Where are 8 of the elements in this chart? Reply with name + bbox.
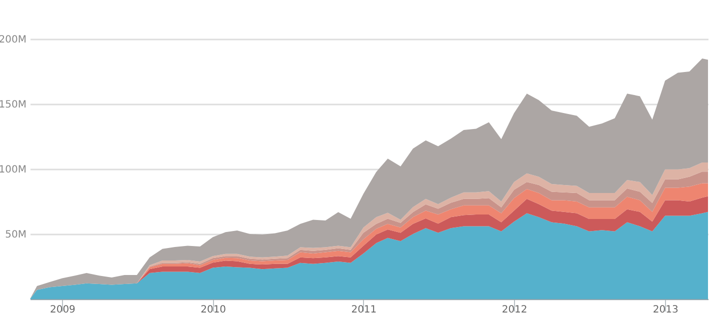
x-tick-label: 2013 [652,304,678,316]
y-tick-label: 50M [5,230,26,240]
y-tick-label: 100M [0,164,26,176]
x-tick-label: 2009 [50,304,76,316]
y-tick-label: 150M [0,100,26,110]
x-tick-label: 2010 [200,304,226,316]
x-tick-label: 2011 [351,304,377,316]
x-tick-label: 2012 [502,304,528,316]
